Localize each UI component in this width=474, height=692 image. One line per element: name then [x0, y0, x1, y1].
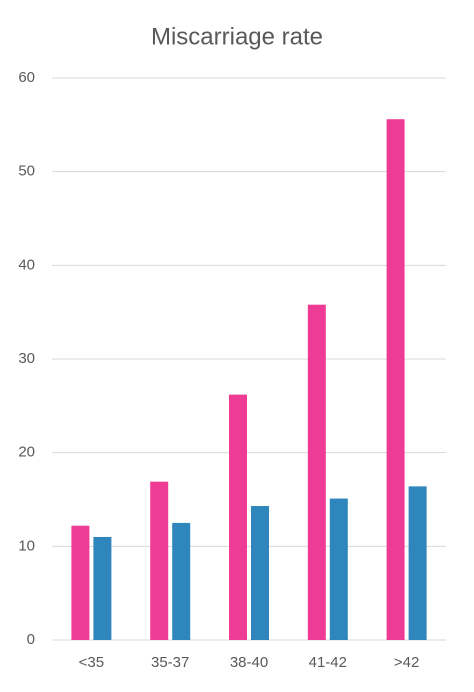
x-tick-label: 35-37 [151, 654, 189, 671]
x-tick-label: >42 [394, 654, 419, 671]
bar [329, 498, 348, 640]
y-tick-label: 20 [18, 444, 35, 461]
bar [93, 536, 112, 640]
bar [408, 486, 427, 640]
x-tick-label: <35 [79, 654, 104, 671]
bar [71, 525, 90, 640]
bar [172, 522, 191, 640]
bar [229, 394, 247, 640]
chart-title: Miscarriage rate [151, 23, 323, 50]
bar [386, 119, 405, 641]
y-tick-label: 10 [18, 537, 35, 554]
y-tick-label: 50 [18, 163, 35, 180]
x-tick-label: 41-42 [309, 654, 347, 671]
bar [251, 506, 269, 640]
bar [150, 481, 169, 640]
x-tick-label: 38-40 [230, 654, 268, 671]
y-tick-label: 0 [27, 631, 35, 648]
bar [307, 304, 326, 640]
y-tick-label: 60 [18, 69, 35, 86]
y-tick-label: 40 [18, 256, 35, 273]
y-tick-label: 30 [18, 350, 35, 367]
